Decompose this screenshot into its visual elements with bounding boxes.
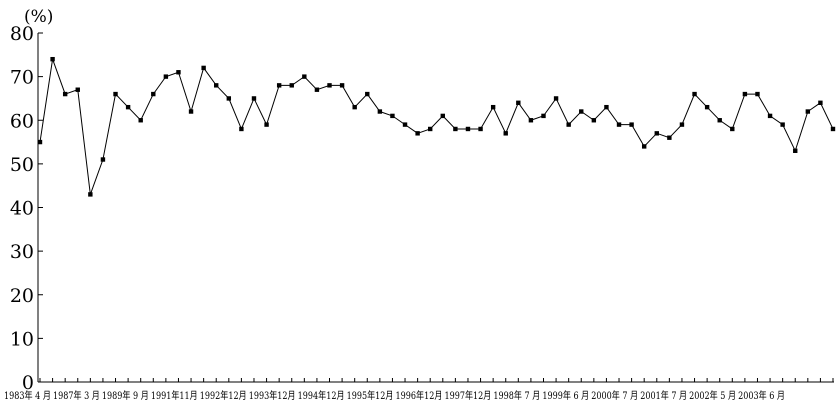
data-point [579,109,584,114]
data-point [365,91,370,97]
data-point [616,122,622,127]
y-tick-label: 80 [10,23,34,45]
x-tick-label: 1989年 9 月 [102,389,149,402]
data-point [264,122,269,127]
data-point [541,113,546,119]
y-tick-label: 30 [10,241,34,263]
data-point [100,157,106,162]
data-point [251,96,257,101]
data-point [667,135,672,140]
data-point [490,104,496,110]
y-tick-label: 20 [10,285,34,307]
data-point [62,91,68,97]
data-point [289,83,294,88]
data-point [88,192,93,197]
data-point [805,109,811,114]
y-tick-label: 50 [10,154,34,176]
x-tick-label: 1999年 6 月 [542,389,589,402]
series-layer [37,56,836,197]
data-point [767,113,773,119]
series-line [39,59,834,195]
data-point [75,87,80,92]
data-point [327,83,332,88]
data-point [528,118,534,123]
data-point [390,113,395,119]
data-point [239,126,244,132]
x-tick-label: 1993年12月 [249,389,296,402]
data-point [730,126,735,132]
data-point [516,100,521,105]
y-ticks: 0 10 20 30 40 50 60 70 80 [10,23,43,394]
data-point [453,126,458,132]
data-point [641,144,647,149]
data-point [125,104,131,110]
data-point [163,74,169,79]
data-point [704,104,710,110]
data-point [214,83,219,88]
data-point [629,122,634,127]
data-point [793,148,798,153]
axes [37,33,834,383]
data-point [377,109,383,114]
data-point [440,113,445,119]
data-point [604,104,609,110]
data-point [830,126,836,132]
y-tick-label: 40 [10,198,34,220]
data-point [478,126,483,132]
data-point [138,118,143,123]
x-tick-label: 1995年12月 [347,389,394,402]
data-point [176,70,181,75]
data-point [226,96,232,101]
x-tick-label: 1991年11月 [151,389,198,402]
x-tick-label: 1983年 4 月 [4,389,51,402]
data-point [314,87,320,92]
x-tick-label: 1996年12月 [396,389,443,402]
data-point [339,83,345,88]
data-point [717,118,722,123]
x-tick-label: 1998年 7 月 [493,389,540,402]
x-tick-label: 2001年 7 月 [640,389,687,402]
data-point [553,96,559,101]
data-point [780,122,785,127]
data-point [818,100,823,105]
y-tick-label: 0 [22,372,34,394]
data-point [37,139,43,145]
data-point [428,126,433,132]
data-point [654,131,659,136]
x-tick-label: 1992年12月 [200,389,247,402]
data-point [566,122,571,127]
data-point [503,131,508,136]
data-point [402,122,408,127]
data-point [276,83,282,88]
x-tick-label: 1987年 3 月 [53,389,100,402]
data-point [151,91,156,97]
data-point [113,91,118,97]
data-point [302,74,307,79]
x-tick-label: 2003年 6 月 [738,389,785,402]
data-point [352,104,357,110]
y-tick-label: 60 [10,110,34,132]
data-point [742,91,748,97]
data-point [188,109,194,114]
x-tick-label: 2002年 5 月 [689,389,736,402]
data-point [755,91,760,97]
x-tick-label: 1994年12月 [298,389,345,402]
y-tick-label: 70 [10,67,34,89]
data-point [50,56,55,62]
data-point [465,126,471,132]
x-tick-label: 1997年12月 [444,389,491,402]
data-point [692,91,697,97]
data-point [591,118,597,123]
data-point [415,131,420,136]
y-axis-unit-label: (%) [24,7,53,27]
x-tick-label: 2000年 7 月 [591,389,638,402]
data-point [201,65,206,71]
data-point [679,122,685,127]
y-tick-label: 10 [10,328,34,350]
